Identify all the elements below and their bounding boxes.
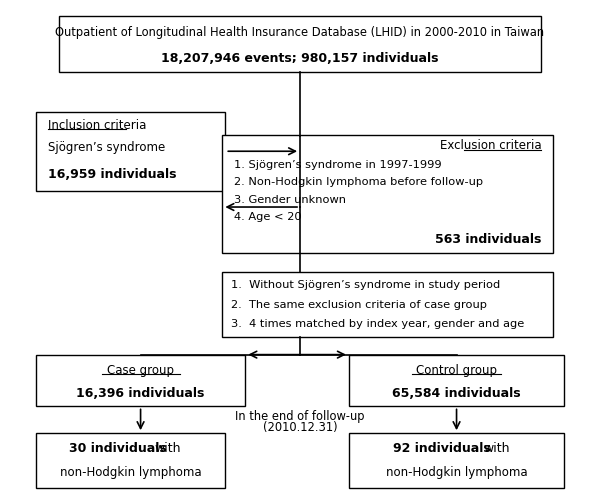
Bar [223, 272, 553, 337]
Text: 65,584 individuals: 65,584 individuals [392, 387, 521, 400]
Bar [36, 433, 226, 489]
Text: 92 individuals: 92 individuals [394, 442, 491, 454]
Bar [59, 15, 541, 72]
Text: 2.  The same exclusion criteria of case group: 2. The same exclusion criteria of case g… [231, 300, 487, 310]
Text: Sjögren’s syndrome: Sjögren’s syndrome [49, 141, 166, 154]
Text: Inclusion criteria: Inclusion criteria [49, 119, 147, 133]
Text: Case group: Case group [107, 364, 174, 377]
Text: 16,396 individuals: 16,396 individuals [76, 387, 205, 400]
Bar [36, 112, 226, 191]
Text: (2010.12.31): (2010.12.31) [263, 421, 337, 434]
Text: In the end of follow-up: In the end of follow-up [235, 410, 365, 423]
Text: with: with [155, 442, 181, 454]
Text: 563 individuals: 563 individuals [435, 233, 541, 247]
Bar [223, 135, 553, 253]
Bar [36, 354, 245, 406]
Text: with: with [484, 442, 510, 454]
Text: non-Hodgkin lymphoma: non-Hodgkin lymphoma [60, 466, 202, 479]
Text: 3. Gender unknown: 3. Gender unknown [234, 195, 346, 204]
Text: Control group: Control group [416, 364, 497, 377]
Text: 18,207,946 events; 980,157 individuals: 18,207,946 events; 980,157 individuals [161, 51, 439, 64]
Bar [349, 433, 564, 489]
Text: 4. Age < 20: 4. Age < 20 [234, 212, 302, 222]
Text: Outpatient of Longitudinal Health Insurance Database (LHID) in 2000-2010 in Taiw: Outpatient of Longitudinal Health Insura… [55, 26, 545, 39]
Text: 1.  Without Sjögren’s syndrome in study period: 1. Without Sjögren’s syndrome in study p… [231, 280, 500, 290]
Text: 1. Sjögren’s syndrome in 1997-1999: 1. Sjögren’s syndrome in 1997-1999 [234, 160, 442, 170]
Text: Exclusion criteria: Exclusion criteria [440, 139, 541, 152]
Text: 2. Non-Hodgkin lymphoma before follow-up: 2. Non-Hodgkin lymphoma before follow-up [234, 177, 483, 187]
Text: 3.  4 times matched by index year, gender and age: 3. 4 times matched by index year, gender… [231, 319, 524, 329]
Text: 30 individuals: 30 individuals [69, 442, 167, 454]
Bar [349, 354, 564, 406]
Text: 16,959 individuals: 16,959 individuals [49, 168, 177, 182]
Text: non-Hodgkin lymphoma: non-Hodgkin lymphoma [386, 466, 527, 479]
